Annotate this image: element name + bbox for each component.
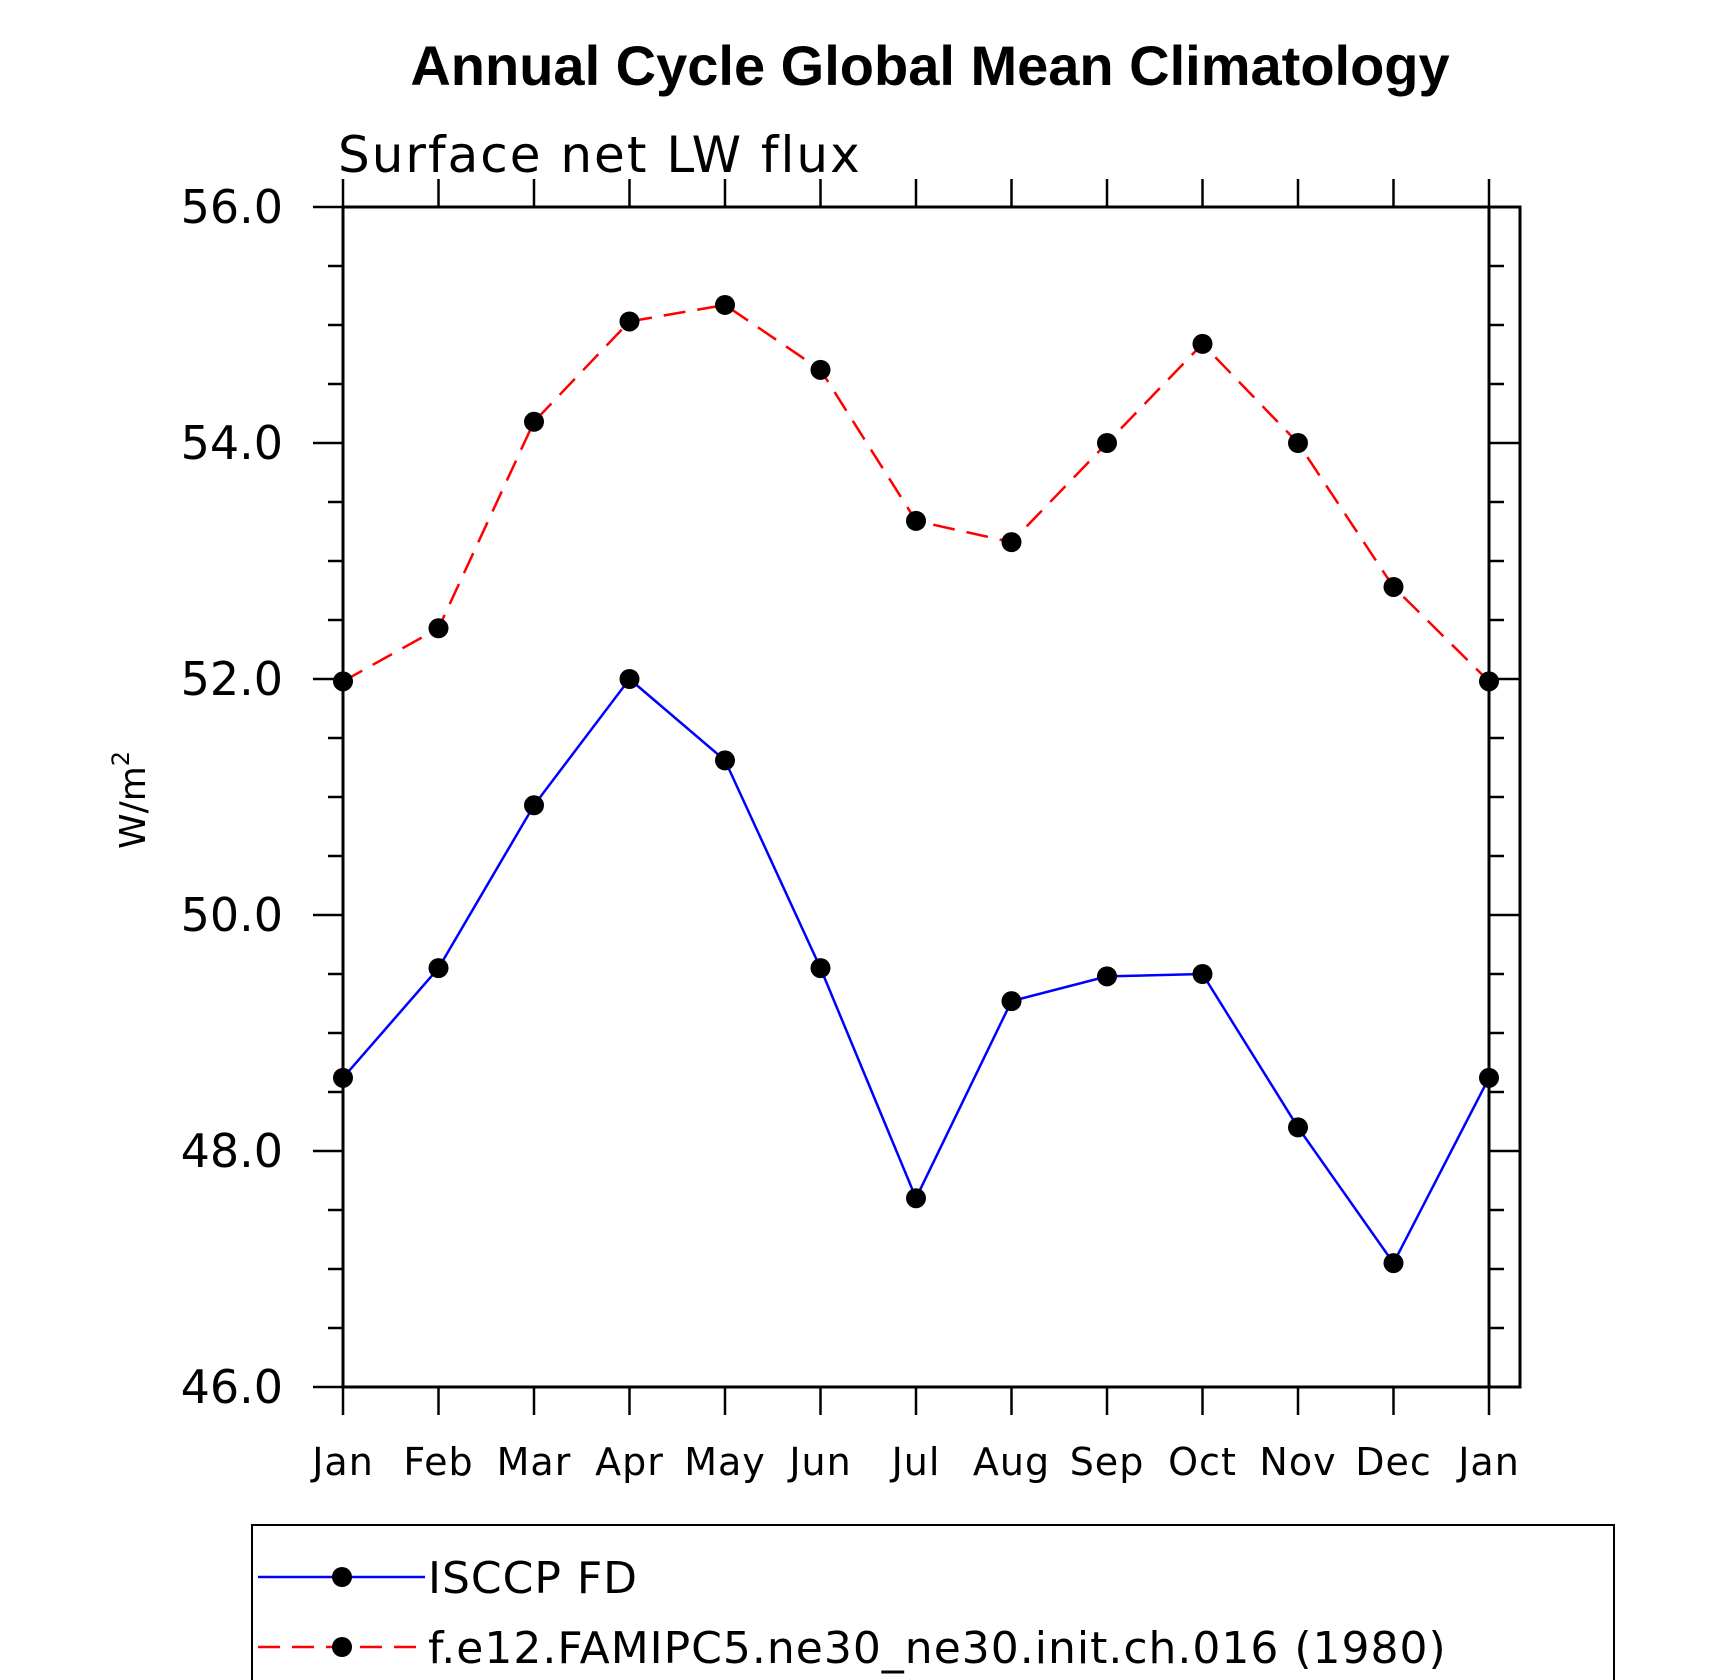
y-tick-label: 48.0 — [181, 1124, 283, 1178]
legend-marker-1 — [332, 1637, 352, 1657]
x-tick-label: Apr — [595, 1440, 664, 1484]
series-point-0 — [428, 958, 449, 979]
x-tick-label: Jun — [787, 1440, 851, 1484]
series-point-0 — [619, 669, 640, 689]
series-point-0 — [715, 750, 735, 771]
series-point-0 — [1288, 1117, 1308, 1138]
legend: ISCCP FD f.e12.FAMIPC5.ne30_ne30.init.ch.… — [258, 1553, 1447, 1674]
series-point-1 — [810, 359, 831, 380]
y-axis-label: W/m2 — [107, 751, 154, 849]
plot-frame — [341, 205, 1522, 1389]
series-point-1 — [524, 411, 544, 432]
y-axis-label-unit: W/m — [113, 766, 154, 849]
x-tick-label: Jan — [310, 1440, 374, 1484]
series-point-0 — [906, 1188, 926, 1209]
x-tick-label: Mar — [497, 1440, 572, 1484]
series-point-1 — [906, 510, 926, 531]
series-point-1 — [1001, 532, 1022, 553]
series-point-1 — [715, 294, 735, 315]
series-point-1 — [1383, 576, 1404, 597]
chart-title: Annual Cycle Global Mean Climatology — [410, 34, 1449, 97]
series-point-0 — [1001, 991, 1022, 1012]
x-axis: Jan Feb Mar Apr May Jun Jul Aug Sep Oct Nov Dec Jan — [310, 179, 1520, 1484]
y-tick-label: 54.0 — [181, 416, 283, 470]
y-axis-label-exponent: 2 — [107, 751, 135, 766]
series-line-1 — [342, 303, 1490, 683]
series-point-0 — [1383, 1253, 1404, 1274]
y-tick-label: 56.0 — [181, 180, 283, 234]
x-tick-label: Dec — [1355, 1440, 1432, 1484]
x-tick-label: Jan — [1456, 1440, 1520, 1484]
legend-marker-0 — [332, 1567, 352, 1587]
series-layer — [333, 294, 1499, 1274]
legend-label-1: f.e12.FAMIPC5.ne30_ne30.init.ch.016 (198… — [428, 1623, 1447, 1674]
y-tick-label: 52.0 — [181, 652, 283, 706]
x-tick-label: May — [684, 1440, 766, 1484]
x-tick-label: Nov — [1259, 1440, 1336, 1484]
series-point-1 — [428, 618, 449, 639]
series-point-1 — [1097, 433, 1117, 453]
x-tick-label: Jul — [890, 1440, 941, 1484]
legend-box — [251, 1524, 1615, 1680]
series-line-0 — [342, 677, 1491, 1266]
chart-subtitle: Surface net LW flux — [338, 126, 862, 184]
series-point-0 — [1097, 966, 1117, 987]
legend-label-0: ISCCP FD — [428, 1553, 638, 1604]
series-point-1 — [1479, 671, 1499, 692]
x-tick-label: Sep — [1070, 1440, 1145, 1484]
x-tick-label: Feb — [403, 1440, 473, 1484]
series-point-1 — [619, 311, 640, 332]
y-tick-label: 50.0 — [181, 888, 283, 942]
y-tick-label: 46.0 — [181, 1360, 283, 1414]
series-point-1 — [1192, 333, 1213, 354]
series-point-0 — [1479, 1067, 1499, 1088]
x-tick-label: Oct — [1168, 1440, 1237, 1484]
series-point-0 — [333, 1067, 353, 1088]
series-point-1 — [1288, 433, 1308, 453]
series-point-0 — [810, 958, 831, 979]
series-point-1 — [333, 671, 353, 692]
x-tick-label: Aug — [973, 1440, 1050, 1484]
y-axis: 46.0 48.0 50.0 52.0 54.0 56.0 — [181, 180, 1519, 1414]
series-point-0 — [1192, 964, 1213, 984]
series-point-0 — [524, 795, 544, 816]
